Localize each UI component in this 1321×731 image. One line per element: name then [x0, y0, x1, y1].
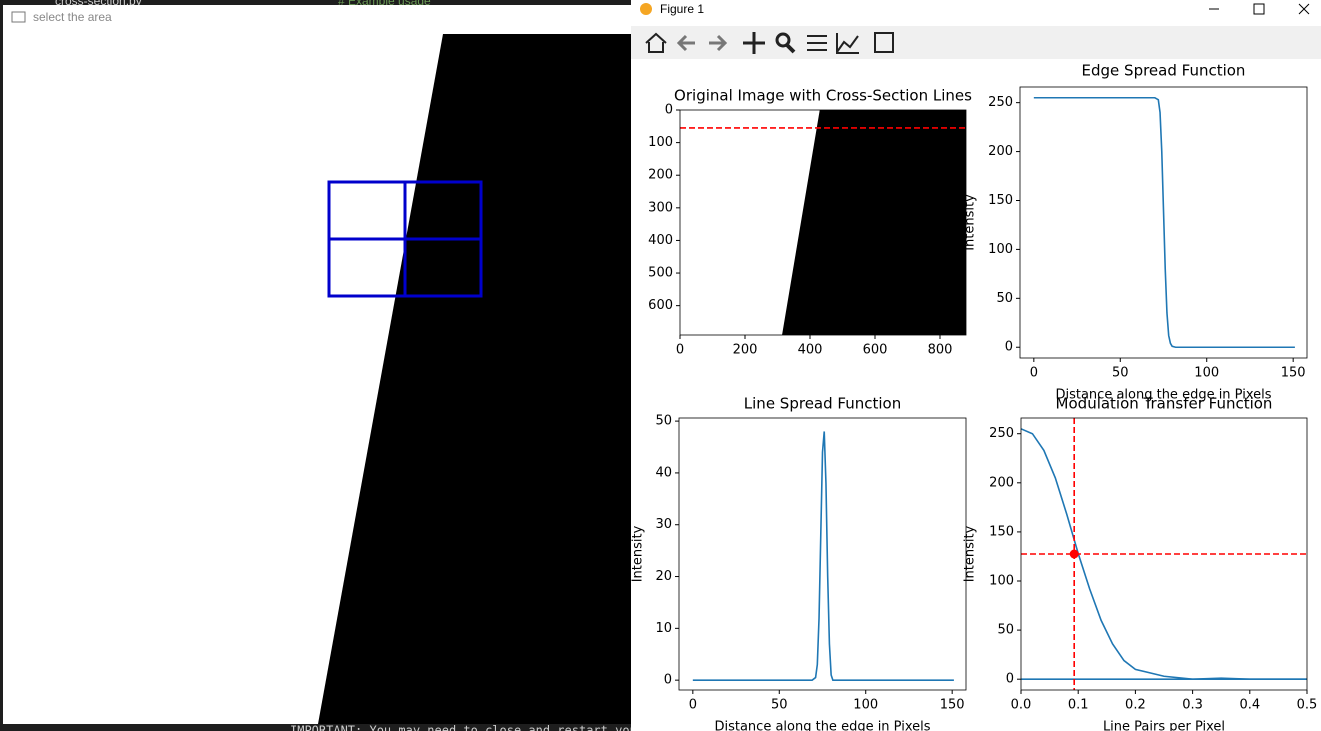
y-tick-label: 150 [988, 193, 1013, 208]
series-line [1033, 96, 1295, 349]
y-tick-label: 600 [648, 298, 673, 313]
configure-button[interactable] [807, 35, 827, 51]
x-tick-label: 200 [733, 343, 758, 358]
x-tick-label: 50 [1112, 366, 1129, 381]
x-tick-label: 0.5 [1297, 698, 1318, 713]
code-line: IMPORTANT: You may need to close and res… [290, 724, 644, 731]
y-tick-label: 100 [989, 574, 1014, 589]
pan-button[interactable] [743, 32, 765, 54]
y-axis-label: Intensity [631, 525, 646, 582]
toolbar-icons [645, 32, 894, 54]
y-tick-label: 500 [648, 266, 673, 281]
y-tick-label: 150 [989, 524, 1014, 539]
x-tick-label: 50 [771, 698, 788, 713]
y-tick-label: 0 [1005, 340, 1013, 355]
x-tick-label: 0.3 [1182, 698, 1203, 713]
y-tick-label: 0 [665, 103, 673, 118]
y-tick-label: 40 [655, 465, 672, 480]
y-tick-label: 250 [988, 95, 1013, 110]
y-tick-label: 50 [996, 291, 1013, 306]
forward-button[interactable] [709, 34, 728, 52]
code-line: cross-section.py [55, 0, 142, 8]
chart-title: Edge Spread Function [1082, 62, 1246, 80]
edit-axis-button[interactable] [836, 33, 859, 54]
maximize-button[interactable] [1253, 3, 1265, 15]
y-tick-label: 30 [655, 517, 672, 532]
back-button[interactable] [676, 34, 695, 52]
y-tick-label: 300 [648, 200, 673, 215]
axes-frame [679, 109, 967, 336]
y-tick-label: 100 [988, 242, 1013, 257]
window-title: Figure 1 [660, 2, 704, 16]
y-tick-label: 50 [997, 623, 1014, 638]
x-tick-label: 0.1 [1068, 698, 1089, 713]
toolbar [631, 26, 1321, 59]
selection-grid [327, 180, 483, 298]
chart-title: Original Image with Cross-Section Lines [674, 87, 972, 105]
dark-region [318, 34, 631, 724]
x-tick-label: 100 [1194, 366, 1219, 381]
x-tick-label: 600 [863, 343, 888, 358]
x-tick-label: 0.0 [1011, 698, 1032, 713]
axes-frame [1019, 86, 1308, 359]
y-tick-label: 200 [988, 144, 1013, 159]
y-tick-label: 200 [989, 475, 1014, 490]
x-tick-label: 150 [940, 698, 965, 713]
home-button[interactable] [645, 32, 667, 53]
series-line [692, 431, 954, 681]
y-tick-label: 200 [648, 168, 673, 183]
code-line: # Example usage [338, 0, 431, 8]
x-axis-label: Distance along the edge in Pixels [714, 720, 930, 731]
y-tick-label: 10 [655, 621, 672, 636]
y-tick-label: 250 [989, 426, 1014, 441]
x-tick-label: 400 [798, 343, 823, 358]
x-tick-label: 0 [1030, 366, 1038, 381]
x-tick-label: 0 [689, 698, 697, 713]
axes-frame [678, 417, 967, 691]
x-tick-label: 0.2 [1125, 698, 1146, 713]
window-title: select the area [33, 10, 112, 24]
chart-title: Modulation Transfer Function [1056, 395, 1273, 413]
save-button[interactable] [874, 32, 894, 53]
x-tick-label: 150 [1281, 366, 1306, 381]
x-axis-label: Distance along the edge in Pixels [1055, 388, 1271, 403]
y-tick-label: 100 [648, 135, 673, 150]
axes-frame [1020, 417, 1308, 691]
y-tick-label: 400 [648, 233, 673, 248]
window-icon [11, 11, 26, 23]
y-tick-label: 0 [664, 673, 672, 688]
x-tick-label: 100 [853, 698, 878, 713]
zoom-button[interactable] [775, 32, 791, 48]
app-icon [640, 3, 652, 15]
close-button[interactable] [1298, 3, 1310, 15]
x-axis-label: Line Pairs per Pixel [1103, 720, 1225, 731]
zoom-handle [785, 43, 796, 54]
y-tick-label: 50 [655, 414, 672, 429]
marker-point [1069, 549, 1079, 559]
select-window: select the area [3, 5, 631, 724]
y-axis-label: Intensity [963, 525, 978, 582]
x-tick-label: 0 [676, 343, 684, 358]
x-tick-label: 0.4 [1239, 698, 1260, 713]
x-tick-label: 800 [928, 343, 953, 358]
y-tick-label: 0 [1006, 672, 1014, 687]
chart-title: Line Spread Function [744, 395, 901, 413]
image-dark [782, 110, 966, 335]
y-tick-label: 20 [655, 569, 672, 584]
y-axis-label: Intensity [963, 194, 978, 251]
